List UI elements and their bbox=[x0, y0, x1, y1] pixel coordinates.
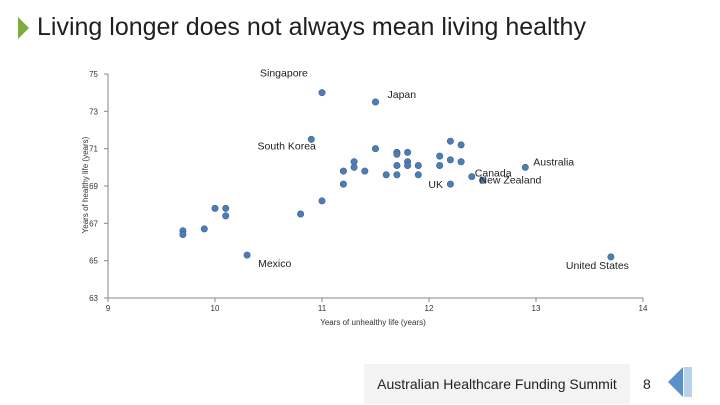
y-tick-label: 73 bbox=[89, 107, 98, 116]
footer-text: Australian Healthcare Funding Summit bbox=[377, 376, 617, 392]
data-point bbox=[222, 204, 230, 212]
chart-axes bbox=[107, 74, 643, 299]
data-label: Japan bbox=[388, 89, 417, 101]
data-point bbox=[457, 158, 465, 166]
data-point bbox=[382, 171, 390, 179]
data-point bbox=[478, 176, 486, 184]
x-axis-label: Years of unhealthy life (years) bbox=[320, 318, 426, 327]
data-point bbox=[350, 163, 358, 171]
y-axis-label: Years of healthy life (years) bbox=[81, 136, 90, 233]
green-arrow-icon bbox=[18, 17, 29, 39]
data-label: Canada bbox=[475, 168, 512, 180]
data-point bbox=[468, 173, 476, 181]
data-point bbox=[211, 204, 219, 212]
data-point bbox=[179, 231, 187, 239]
data-point bbox=[318, 197, 326, 205]
data-label: United States bbox=[566, 260, 629, 272]
data-point bbox=[404, 148, 412, 156]
chart-ticks: 9 10 11 12 13 14 63 65 67 69 71 73 75 bbox=[89, 70, 648, 313]
data-point bbox=[393, 150, 401, 158]
page-title: Living longer does not always mean livin… bbox=[37, 13, 586, 41]
data-point bbox=[339, 167, 347, 175]
page-number: 8 bbox=[643, 376, 651, 392]
data-point bbox=[371, 145, 379, 153]
x-tick-label: 9 bbox=[106, 304, 111, 313]
x-tick-label: 13 bbox=[532, 304, 541, 313]
footer-banner: Australian Healthcare Funding Summit bbox=[364, 364, 630, 404]
y-tick-label: 71 bbox=[89, 145, 98, 154]
data-label: New Zealand bbox=[480, 174, 542, 186]
x-tick-label: 11 bbox=[318, 304, 327, 313]
y-tick-label: 69 bbox=[89, 182, 98, 191]
y-tick-label: 75 bbox=[89, 70, 98, 79]
previous-arrow-icon[interactable] bbox=[668, 367, 683, 397]
data-point bbox=[243, 251, 251, 259]
data-point bbox=[414, 171, 422, 179]
data-point bbox=[436, 161, 444, 169]
data-point bbox=[446, 180, 454, 188]
y-tick-label: 67 bbox=[89, 219, 98, 228]
data-point bbox=[200, 225, 208, 233]
x-tick-label: 14 bbox=[639, 304, 648, 313]
data-label: Australia bbox=[533, 156, 574, 168]
data-point bbox=[339, 180, 347, 188]
data-point bbox=[414, 161, 422, 169]
data-point bbox=[393, 171, 401, 179]
data-point bbox=[393, 161, 401, 169]
data-point bbox=[371, 98, 379, 106]
chart-point-labels: Mexico Singapore South Korea Japan UK CanadaN… bbox=[258, 68, 629, 272]
chart-points bbox=[179, 89, 615, 261]
data-point bbox=[457, 141, 465, 149]
x-tick-label: 12 bbox=[425, 304, 434, 313]
data-label: UK bbox=[428, 179, 443, 191]
data-label: South Korea bbox=[258, 141, 317, 153]
y-tick-label: 63 bbox=[89, 294, 98, 303]
x-tick-label: 10 bbox=[211, 304, 220, 313]
nav-strip bbox=[684, 367, 692, 397]
data-point bbox=[222, 212, 230, 220]
data-point bbox=[404, 161, 412, 169]
y-tick-label: 65 bbox=[89, 257, 98, 266]
data-point bbox=[318, 89, 326, 97]
data-point bbox=[521, 163, 529, 171]
data-point bbox=[446, 137, 454, 145]
data-point bbox=[307, 135, 315, 143]
data-point bbox=[607, 253, 615, 261]
data-label: Singapore bbox=[260, 68, 308, 80]
data-point bbox=[297, 210, 305, 218]
data-label: Mexico bbox=[258, 258, 291, 270]
data-point bbox=[361, 167, 369, 175]
data-point bbox=[436, 152, 444, 160]
data-point bbox=[446, 156, 454, 164]
